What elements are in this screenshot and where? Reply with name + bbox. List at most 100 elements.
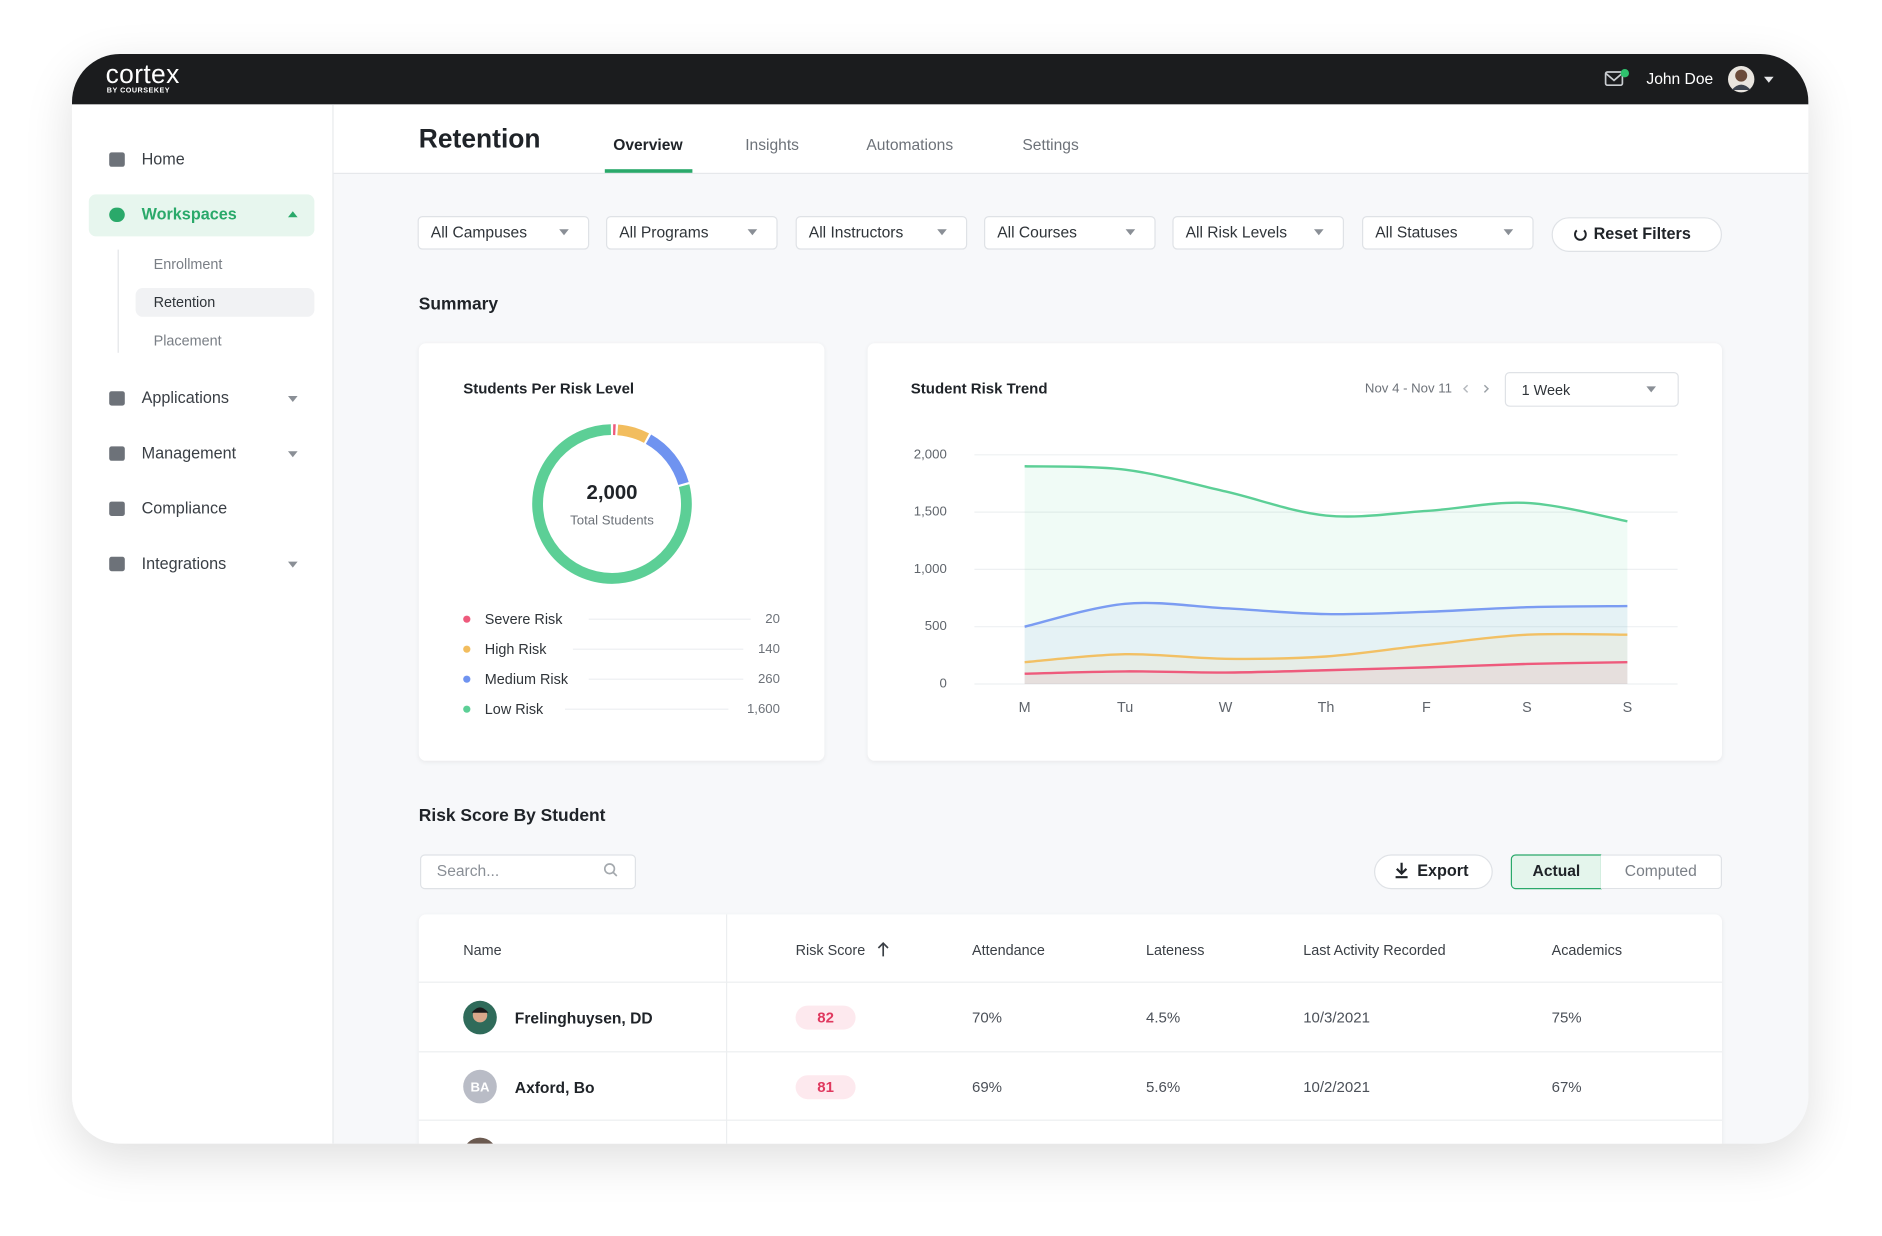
brand-logo: cortex	[105, 58, 180, 89]
sidebar-icon	[109, 446, 125, 461]
mail-icon-flap	[1605, 72, 1623, 82]
column-divider	[726, 914, 728, 1144]
donut-segment	[532, 424, 692, 584]
legend-value: 1,600	[746, 702, 781, 717]
risk-score-badge	[795, 1074, 856, 1099]
column-header: Academics	[1551, 942, 1623, 959]
column-header: Attendance	[972, 942, 1045, 959]
search-placeholder: Search...	[436, 861, 500, 880]
trend-line	[1024, 661, 1628, 675]
chevron-icon	[288, 451, 298, 458]
page-header	[333, 104, 1809, 174]
donut-caption: Total Students	[570, 513, 654, 528]
sidebar-selected-child	[135, 288, 315, 317]
tab[interactable]: Overview	[613, 135, 683, 154]
tab[interactable]: Automations	[866, 135, 954, 154]
legend-label: Medium Risk	[484, 670, 569, 688]
sidebar-subitem[interactable]: Enrollment	[153, 255, 223, 273]
filter-dropdown[interactable]	[417, 216, 590, 250]
donut-card	[418, 343, 825, 761]
trend-line	[1024, 601, 1628, 628]
table-cell: 75%	[1551, 1009, 1582, 1026]
filter-label: All Statuses	[1375, 223, 1458, 242]
trend-card	[867, 343, 1723, 761]
tab[interactable]: Insights	[745, 135, 799, 154]
toggle-computed[interactable]	[1600, 854, 1723, 890]
sidebar-active-item	[88, 194, 315, 237]
search-input[interactable]	[420, 854, 636, 890]
table-cell: 70%	[972, 1009, 1003, 1026]
chevron-icon	[288, 561, 298, 568]
trend-line	[1024, 465, 1628, 523]
student-name[interactable]: Axford, Bo	[514, 1078, 595, 1097]
student-name[interactable]: Frelinghuysen, DD	[514, 1009, 653, 1028]
reset-filters-button[interactable]	[1551, 217, 1723, 253]
table-cell: 5.6%	[1146, 1078, 1181, 1095]
column-header: Name	[463, 942, 502, 959]
reset-icon	[1574, 229, 1587, 241]
sidebar-subitem[interactable]: Retention	[153, 294, 216, 311]
legend-value: 20	[765, 612, 781, 627]
sidebar-item[interactable]: Integrations	[141, 554, 227, 573]
risk-score-badge	[795, 1005, 856, 1030]
export-button[interactable]	[1374, 854, 1493, 890]
tab[interactable]: Settings	[1022, 135, 1079, 154]
risk-score: 81	[817, 1078, 834, 1095]
page-title: Retention	[418, 123, 541, 154]
sidebar-tree-line	[117, 249, 119, 353]
sidebar-subitem[interactable]: Placement	[153, 332, 222, 350]
sidebar-icon	[109, 207, 125, 223]
legend-dot	[463, 615, 471, 623]
section-title: Summary	[418, 295, 499, 315]
sidebar-icon	[109, 152, 125, 167]
column-header[interactable]: Risk Score	[795, 942, 866, 959]
period-label: 1 Week	[1521, 381, 1571, 399]
toggle-actual[interactable]	[1510, 854, 1603, 890]
chart-title: Students Per Risk Level	[463, 380, 635, 398]
active-tab-underline	[604, 169, 693, 173]
caret-icon	[1646, 386, 1657, 393]
filter-label: All Courses	[997, 223, 1077, 242]
sidebar-icon	[109, 391, 125, 406]
caret-icon	[559, 229, 569, 236]
avatar-hair	[471, 1007, 489, 1013]
notification-dot	[1620, 69, 1630, 78]
row-divider	[418, 1119, 1723, 1121]
legend-label: Low Risk	[484, 700, 544, 718]
table-cell: 67%	[1551, 1078, 1582, 1095]
y-tick-label: 0	[939, 675, 946, 690]
caret-icon	[747, 229, 758, 236]
y-tick-label: 1,500	[914, 504, 947, 519]
legend-dot	[463, 645, 471, 653]
sidebar-icon	[109, 501, 125, 516]
user-name[interactable]: John Doe	[1646, 69, 1714, 88]
next-arrow	[1483, 384, 1490, 393]
filter-label: All Programs	[619, 223, 709, 242]
table-cell: 10/3/2021	[1303, 1009, 1370, 1026]
chevron-icon	[288, 211, 298, 218]
row-divider	[418, 1051, 1723, 1053]
row-divider	[418, 981, 1723, 983]
sidebar-item[interactable]: Home	[141, 150, 185, 168]
x-tick-label: F	[1422, 700, 1431, 716]
sidebar-item[interactable]: Management	[141, 444, 237, 463]
caret-icon	[1125, 229, 1136, 236]
filter-dropdown[interactable]	[1362, 216, 1534, 250]
date-range: Nov 4 - Nov 11	[1364, 381, 1452, 397]
export-label: Export	[1417, 861, 1469, 880]
sidebar-item[interactable]: Applications	[141, 388, 229, 407]
caret-icon	[1764, 76, 1774, 83]
filter-dropdown[interactable]	[984, 216, 1156, 250]
filter-dropdown[interactable]	[795, 216, 968, 250]
filter-dropdown[interactable]	[1172, 216, 1344, 250]
sidebar-item[interactable]: Compliance	[141, 499, 228, 518]
filter-dropdown[interactable]	[606, 216, 778, 250]
sidebar-item[interactable]: Workspaces	[141, 205, 237, 224]
legend-dot	[463, 675, 471, 683]
download-icon	[1395, 862, 1408, 879]
donut-total: 2,000	[586, 481, 638, 505]
donut-segment	[645, 434, 689, 486]
sidebar-icon	[109, 556, 125, 572]
